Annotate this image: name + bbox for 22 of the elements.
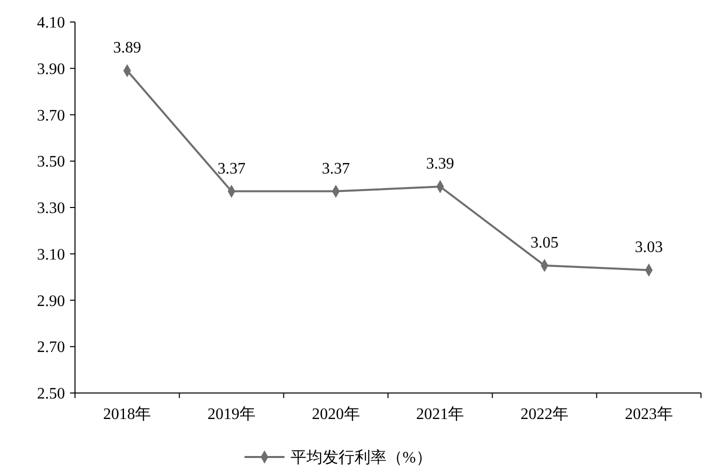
y-tick-label: 3.70 <box>37 107 65 124</box>
y-tick-label: 2.50 <box>37 386 65 403</box>
data-label: 3.39 <box>426 156 454 173</box>
data-label: 3.37 <box>218 160 246 178</box>
data-label: 3.37 <box>322 160 350 178</box>
y-tick-label: 3.10 <box>37 246 65 264</box>
data-label: 3.03 <box>634 239 663 256</box>
data-label: 3.89 <box>113 40 142 57</box>
data-label: 3.05 <box>530 234 558 252</box>
legend-label: 平均发行利率（%） <box>290 448 432 467</box>
y-tick-label: 4.10 <box>37 14 65 32</box>
y-tick-label: 2.90 <box>37 292 65 310</box>
x-tick-label: 2022年 <box>520 406 568 423</box>
x-tick-label: 2018年 <box>103 406 152 423</box>
y-tick-label: 3.90 <box>37 60 65 78</box>
x-tick-label: 2021年 <box>416 406 464 423</box>
y-tick-label: 2.70 <box>37 339 65 356</box>
x-tick-label: 2023年 <box>624 406 673 423</box>
x-tick-label: 2020年 <box>312 406 360 423</box>
y-tick-label: 3.30 <box>37 200 65 218</box>
x-tick-label: 2019年 <box>208 406 256 423</box>
y-tick-label: 3.50 <box>37 154 65 171</box>
